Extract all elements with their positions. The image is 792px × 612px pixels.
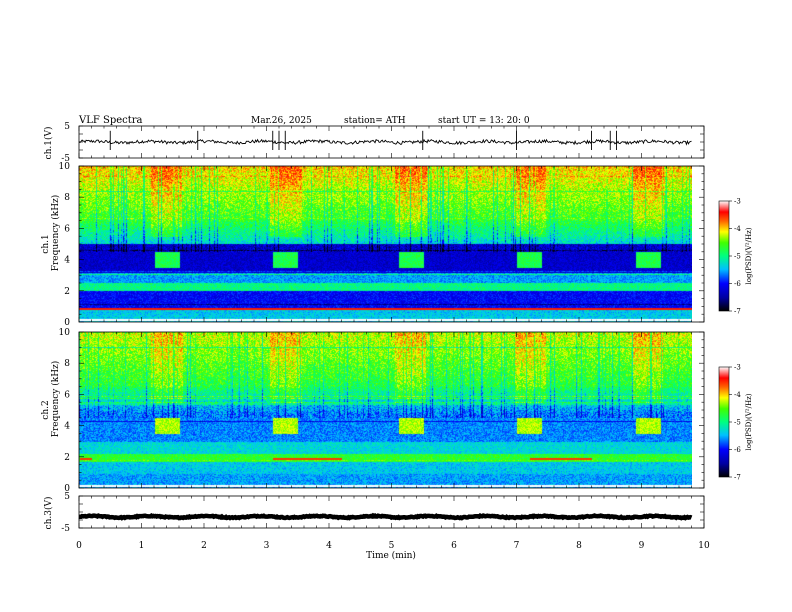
ch2-spectrogram-panel: 0 2 4 6 8 10 ch.2 Frequency (kHz): [41, 328, 705, 494]
ch1-waveform-xticks: [78, 125, 705, 159]
time-tick-label: 0: [76, 541, 82, 551]
start-time-label: start UT = 13: 20: 0: [438, 116, 530, 126]
frequency-tick-label: 10: [59, 162, 71, 172]
frequency-tick-label: 10: [59, 328, 71, 338]
ch1-waveform-ylabel: ch.1(V): [43, 127, 54, 160]
frequency-tick-label: 0: [64, 318, 70, 328]
date-label: Mar.26, 2025: [251, 116, 312, 126]
ch1-spectrogram-yticks: 0 2 4 6 8 10: [59, 162, 704, 328]
colorbar-tick-label: -4: [734, 225, 741, 233]
ch2-spectrogram-xticks: [78, 332, 705, 488]
colorbar-tick-label: -6: [734, 446, 741, 454]
colorbar-tick-label: -3: [734, 364, 741, 372]
time-tick-label: 9: [639, 541, 645, 551]
ch2-frequency-axis-label: Frequency (kHz): [50, 361, 61, 438]
ch1-waveform-panel: 5 -5 ch.1(V): [43, 122, 705, 164]
ch1-colorbar-ticks: -3 -4 -5 -6 -7: [729, 198, 741, 316]
ch3-waveform-frame: [78, 495, 705, 529]
colorbar-tick-label: -6: [734, 280, 741, 288]
ch3-waveform-ylabel: ch.3(V): [43, 497, 54, 530]
time-tick-label: 7: [514, 541, 520, 551]
ch1-ytick-bottom: -5: [61, 154, 70, 164]
ch1-ytick-top: 5: [64, 122, 70, 132]
ch1-waveform-trace: [78, 138, 692, 146]
frequency-tick-label: 2: [64, 287, 70, 297]
frequency-tick-label: 0: [64, 484, 70, 494]
ch2-channel-label: ch.2: [41, 400, 51, 419]
ch3-ytick-top: 5: [64, 492, 70, 502]
figure-title: VLF Spectra: [78, 115, 143, 126]
frequency-tick-label: 8: [64, 359, 70, 369]
time-tick-label: 3: [264, 541, 270, 551]
ch2-colorbar-bar: [718, 366, 730, 478]
frequency-tick-label: 2: [64, 453, 70, 463]
ch3-ytick-bottom: -5: [61, 524, 70, 534]
time-tick-label: 1: [139, 541, 145, 551]
ch1-spectrogram-image: [79, 166, 692, 322]
time-tick-label: 6: [451, 541, 457, 551]
ch3-waveform-panel: 5 -5 ch.3(V): [43, 492, 705, 534]
ch1-waveform-spikes: [109, 130, 617, 150]
time-tick-label: 4: [326, 541, 332, 551]
ch3-waveform-xticks: [78, 495, 705, 529]
colorbar-tick-label: -7: [734, 474, 741, 482]
time-tick-label: 2: [201, 541, 207, 551]
ch2-spectrogram-image: [79, 332, 692, 488]
frequency-tick-label: 8: [64, 193, 70, 203]
ch3-waveform-trace: [78, 512, 693, 521]
colorbar-tick-label: -7: [734, 308, 741, 316]
ch2-spectrogram-yticks: 0 2 4 6 8 10: [59, 328, 704, 494]
time-axis-tick-labels: 0 1 2 3 4 5 6 7 8 9 10: [76, 541, 710, 551]
ch1-frequency-axis-label: Frequency (kHz): [50, 195, 61, 272]
time-tick-label: 5: [389, 541, 395, 551]
time-tick-label: 10: [698, 541, 710, 551]
ch2-colorbar: -3 -4 -5 -6 -7 log(PSD)(V²/Hz): [718, 364, 753, 482]
ch1-channel-label: ch.1: [41, 234, 51, 253]
colorbar-tick-label: -5: [734, 419, 741, 427]
ch1-colorbar-bar: [718, 200, 730, 312]
frequency-tick-label: 6: [64, 224, 70, 234]
frequency-tick-label: 4: [64, 422, 70, 432]
ch2-colorbar-label: log(PSD)(V²/Hz): [745, 393, 753, 450]
station-label: station= ATH: [344, 116, 406, 126]
frequency-tick-label: 6: [64, 390, 70, 400]
ch1-colorbar: -3 -4 -5 -6 -7 log(PSD)(V²/Hz): [718, 198, 753, 316]
ch1-spectrogram-xticks: [78, 166, 705, 322]
time-tick-label: 8: [576, 541, 582, 551]
frequency-tick-label: 4: [64, 256, 70, 266]
colorbar-tick-label: -4: [734, 391, 741, 399]
ch1-colorbar-label: log(PSD)(V²/Hz): [745, 227, 753, 284]
colorbar-tick-label: -5: [734, 253, 741, 261]
colorbar-tick-label: -3: [734, 198, 741, 206]
ch2-colorbar-ticks: -3 -4 -5 -6 -7: [729, 364, 741, 482]
time-axis-label: Time (min): [366, 550, 416, 561]
ch1-spectrogram-panel: 0 2 4 6 8 10 ch.1 Frequency (kHz): [41, 162, 705, 328]
